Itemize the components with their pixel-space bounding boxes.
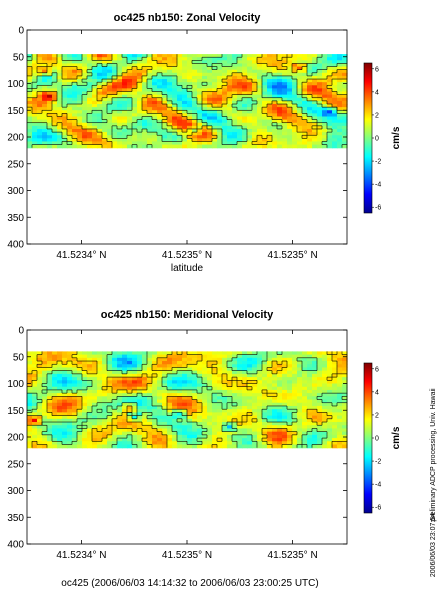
colorbar: 6 4 2 0 -2 -4 -6 cm/s [363, 362, 402, 514]
colorbar-scale [363, 362, 373, 514]
y-tick-label: 300 [7, 486, 24, 497]
zonal-velocity-panel: oc425 nb150: Zonal Velocity 050100150200… [7, 12, 402, 274]
y-tick-label: 250 [7, 159, 24, 170]
colorbar-tick-label: 2 [375, 412, 379, 419]
y-tick-label: 350 [7, 213, 24, 224]
x-tick-label: 41.5234° N [56, 250, 106, 261]
x-axis: 41.5234° N 41.5235° N 41.5235° N [56, 330, 318, 561]
y-tick-label: 100 [7, 379, 24, 390]
colorbar-tick-label: 4 [375, 389, 379, 396]
y-tick-label: 150 [7, 106, 24, 117]
x-tick-label: 41.5235° N [268, 250, 318, 261]
y-tick-label: 200 [7, 433, 24, 444]
y-tick-label: 250 [7, 459, 24, 470]
footer-caption: oc425 (2006/06/03 14:14:32 to 2006/06/03… [61, 578, 318, 589]
y-tick-label: 300 [7, 186, 24, 197]
x-tick-label: 41.5235° N [268, 550, 318, 561]
y-tick-label: 400 [7, 540, 24, 551]
y-tick-label: 50 [13, 52, 25, 63]
x-tick-label: 41.5234° N [56, 550, 106, 561]
colorbar-tick-label: -4 [375, 182, 381, 189]
colorbar-tick-label: 0 [375, 436, 379, 443]
colorbar-tick-label: 2 [375, 112, 379, 119]
x-axis-label: latitude [171, 263, 204, 274]
colorbar-tick-label: -6 [375, 205, 381, 212]
colorbar-tick-label: -2 [375, 159, 381, 166]
colorbar-tick-label: -6 [375, 505, 381, 512]
y-tick-label: 0 [18, 26, 24, 37]
colorbar-label: cm/s [391, 126, 402, 149]
y-tick-label: 400 [7, 240, 24, 251]
colorbar: 6 4 2 0 -2 -4 -6 cm/s [363, 62, 402, 214]
y-tick-label: 200 [7, 133, 24, 144]
colorbar-tick-label: 0 [375, 136, 379, 143]
meridional-velocity-panel: oc425 nb150: Meridional Velocity 0 50 100 1… [7, 309, 402, 561]
colorbar-label: cm/s [391, 426, 402, 449]
x-axis: 41.5234° N 41.5235° N 41.5235° N [56, 30, 318, 261]
colorbar-scale [363, 62, 373, 214]
y-tick-label: 50 [13, 352, 25, 363]
y-tick-label: 0 [18, 326, 24, 337]
processing-timestamp: 2006/06/03 23:07:54 [430, 513, 437, 577]
y-tick-label: 150 [7, 406, 24, 417]
x-tick-label: 41.5235° N [162, 250, 212, 261]
colorbar-tick-label: -4 [375, 482, 381, 489]
y-axis: 0 50 100 150 200 250 300 350 400 [7, 326, 347, 551]
velocity-field [27, 351, 348, 449]
processing-note: preliminary ADCP processing, Univ. Hawai… [430, 388, 437, 522]
colorbar-tick-label: -2 [375, 459, 381, 466]
x-tick-label: 41.5235° N [162, 550, 212, 561]
velocity-field [27, 54, 348, 149]
colorbar-tick-label: 6 [375, 66, 379, 73]
colorbar-tick-label: 6 [375, 366, 379, 373]
colorbar-tick-label: 4 [375, 89, 379, 96]
y-axis: 0 50 100 150 200 250 300 350 400 [7, 26, 347, 251]
chart-title: oc425 nb150: Zonal Velocity [114, 12, 262, 24]
y-tick-label: 100 [7, 79, 24, 90]
y-tick-label: 350 [7, 513, 24, 524]
chart-title: oc425 nb150: Meridional Velocity [101, 309, 274, 321]
